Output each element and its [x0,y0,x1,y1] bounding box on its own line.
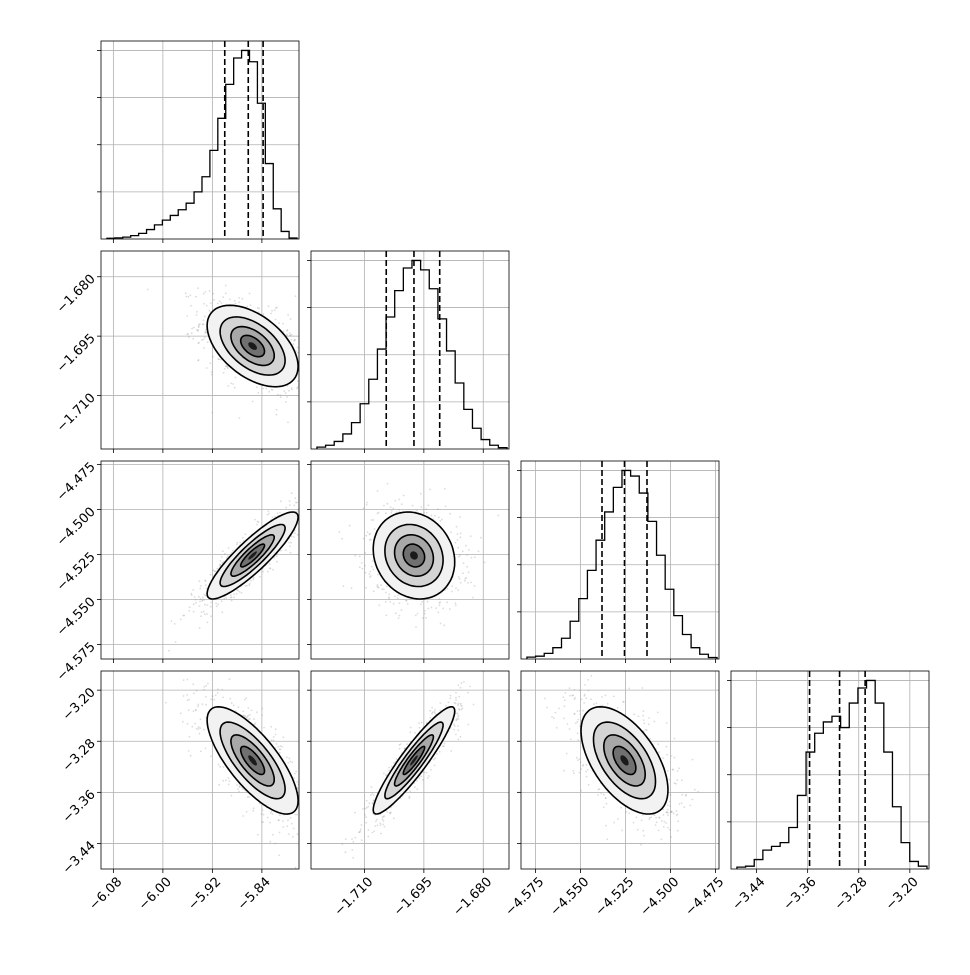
panel-content-3-1 [311,663,509,881]
x-tick-label-2-3: −4.500 [638,875,683,920]
x-tick-label-3-2: −3.28 [832,875,871,914]
panel-content-2-1 [311,461,509,659]
hist-frame-3 [731,671,929,869]
y-tick-label-2-4: −4.475 [54,460,99,505]
y-tick-label-3-3: −3.20 [60,685,99,724]
y-tick-label-1-2: −1.680 [54,272,99,317]
y-tick-label-1-0: −1.710 [54,391,99,436]
panel-content-2-0 [101,461,337,659]
x-tick-label-3-1: −3.36 [781,875,820,914]
panel-1-0 [101,251,332,449]
hist-panel-0 [97,41,299,239]
y-tick-label-2-1: −4.550 [54,595,99,640]
y-tick-label-3-0: −3.44 [60,839,99,878]
panel-3-0 [101,657,322,869]
panel-2-0 [101,461,337,659]
y-tick-label-2-0: −4.575 [54,640,99,685]
panel-3-1 [311,663,509,881]
x-tick-label-3-3: −3.20 [883,875,922,914]
x-tick-label-2-1: −4.550 [548,875,593,920]
x-tick-label-0-3: −5.84 [235,875,274,914]
x-tick-label-2-4: −4.475 [683,875,728,920]
hist-panel-1 [307,251,509,449]
x-tick-label-1-0: −1.710 [332,875,377,920]
panel-content-3-2 [521,650,719,869]
panel-2-1 [311,461,509,659]
x-tick-label-0-1: −6.00 [136,875,175,914]
x-tick-label-2-0: −4.575 [503,875,548,920]
x-tick-label-3-0: −3.44 [730,875,769,914]
x-tick-label-0-2: −5.92 [185,875,224,914]
x-tick-label-0-0: −6.08 [86,875,125,914]
x-tick-label-1-1: −1.695 [391,875,436,920]
hist-frame-2 [521,461,719,659]
y-tick-label-3-1: −3.36 [60,787,99,826]
hist-panel-2 [517,461,719,659]
y-tick-label-3-2: −3.28 [60,736,99,775]
y-tick-label-1-1: −1.695 [54,331,99,376]
y-tick-label-2-2: −4.525 [54,550,99,595]
x-tick-label-1-2: −1.680 [451,875,496,920]
panel-content-1-0 [101,251,332,449]
panel-content-3-0 [101,657,322,869]
y-tick-label-2-3: −4.500 [54,505,99,550]
hist-frame-1 [311,251,509,449]
x-tick-label-2-2: −4.525 [593,875,638,920]
panel-3-2 [521,650,719,869]
hist-panel-3 [727,671,929,869]
hist-frame-0 [101,41,299,239]
